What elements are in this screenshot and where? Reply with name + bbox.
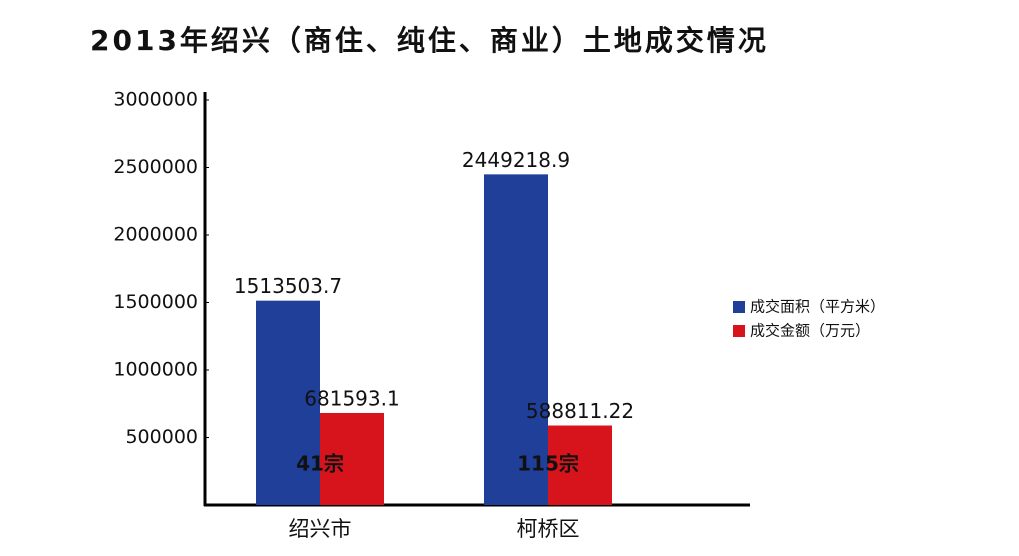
bar (256, 300, 320, 505)
chart-title: 2013年绍兴（商住、纯住、商业）土地成交情况 (90, 24, 769, 57)
y-tick-label: 2000000 (113, 224, 198, 246)
bar (484, 174, 548, 505)
x-tick-label: 柯桥区 (517, 517, 580, 541)
bar (548, 425, 612, 505)
legend-swatch (733, 301, 745, 313)
y-tick-label: 1500000 (113, 291, 198, 313)
bar (320, 412, 384, 505)
y-tick-label: 2500000 (113, 156, 198, 178)
legend-swatch (733, 325, 745, 337)
legend-label: 成交金额（万元） (750, 322, 870, 340)
annotation: 115宗 (517, 452, 579, 476)
legend-label: 成交面积（平方米） (750, 298, 885, 316)
annotation: 41宗 (296, 452, 344, 476)
y-tick-label: 500000 (125, 426, 198, 448)
y-tick-label: 3000000 (113, 89, 198, 111)
value-label: 681593.1 (304, 386, 399, 410)
y-tick-label: 1000000 (113, 359, 198, 381)
value-label: 2449218.9 (462, 148, 570, 172)
value-label: 588811.22 (526, 399, 634, 423)
x-tick-label: 绍兴市 (289, 517, 352, 541)
value-label: 1513503.7 (234, 274, 342, 298)
